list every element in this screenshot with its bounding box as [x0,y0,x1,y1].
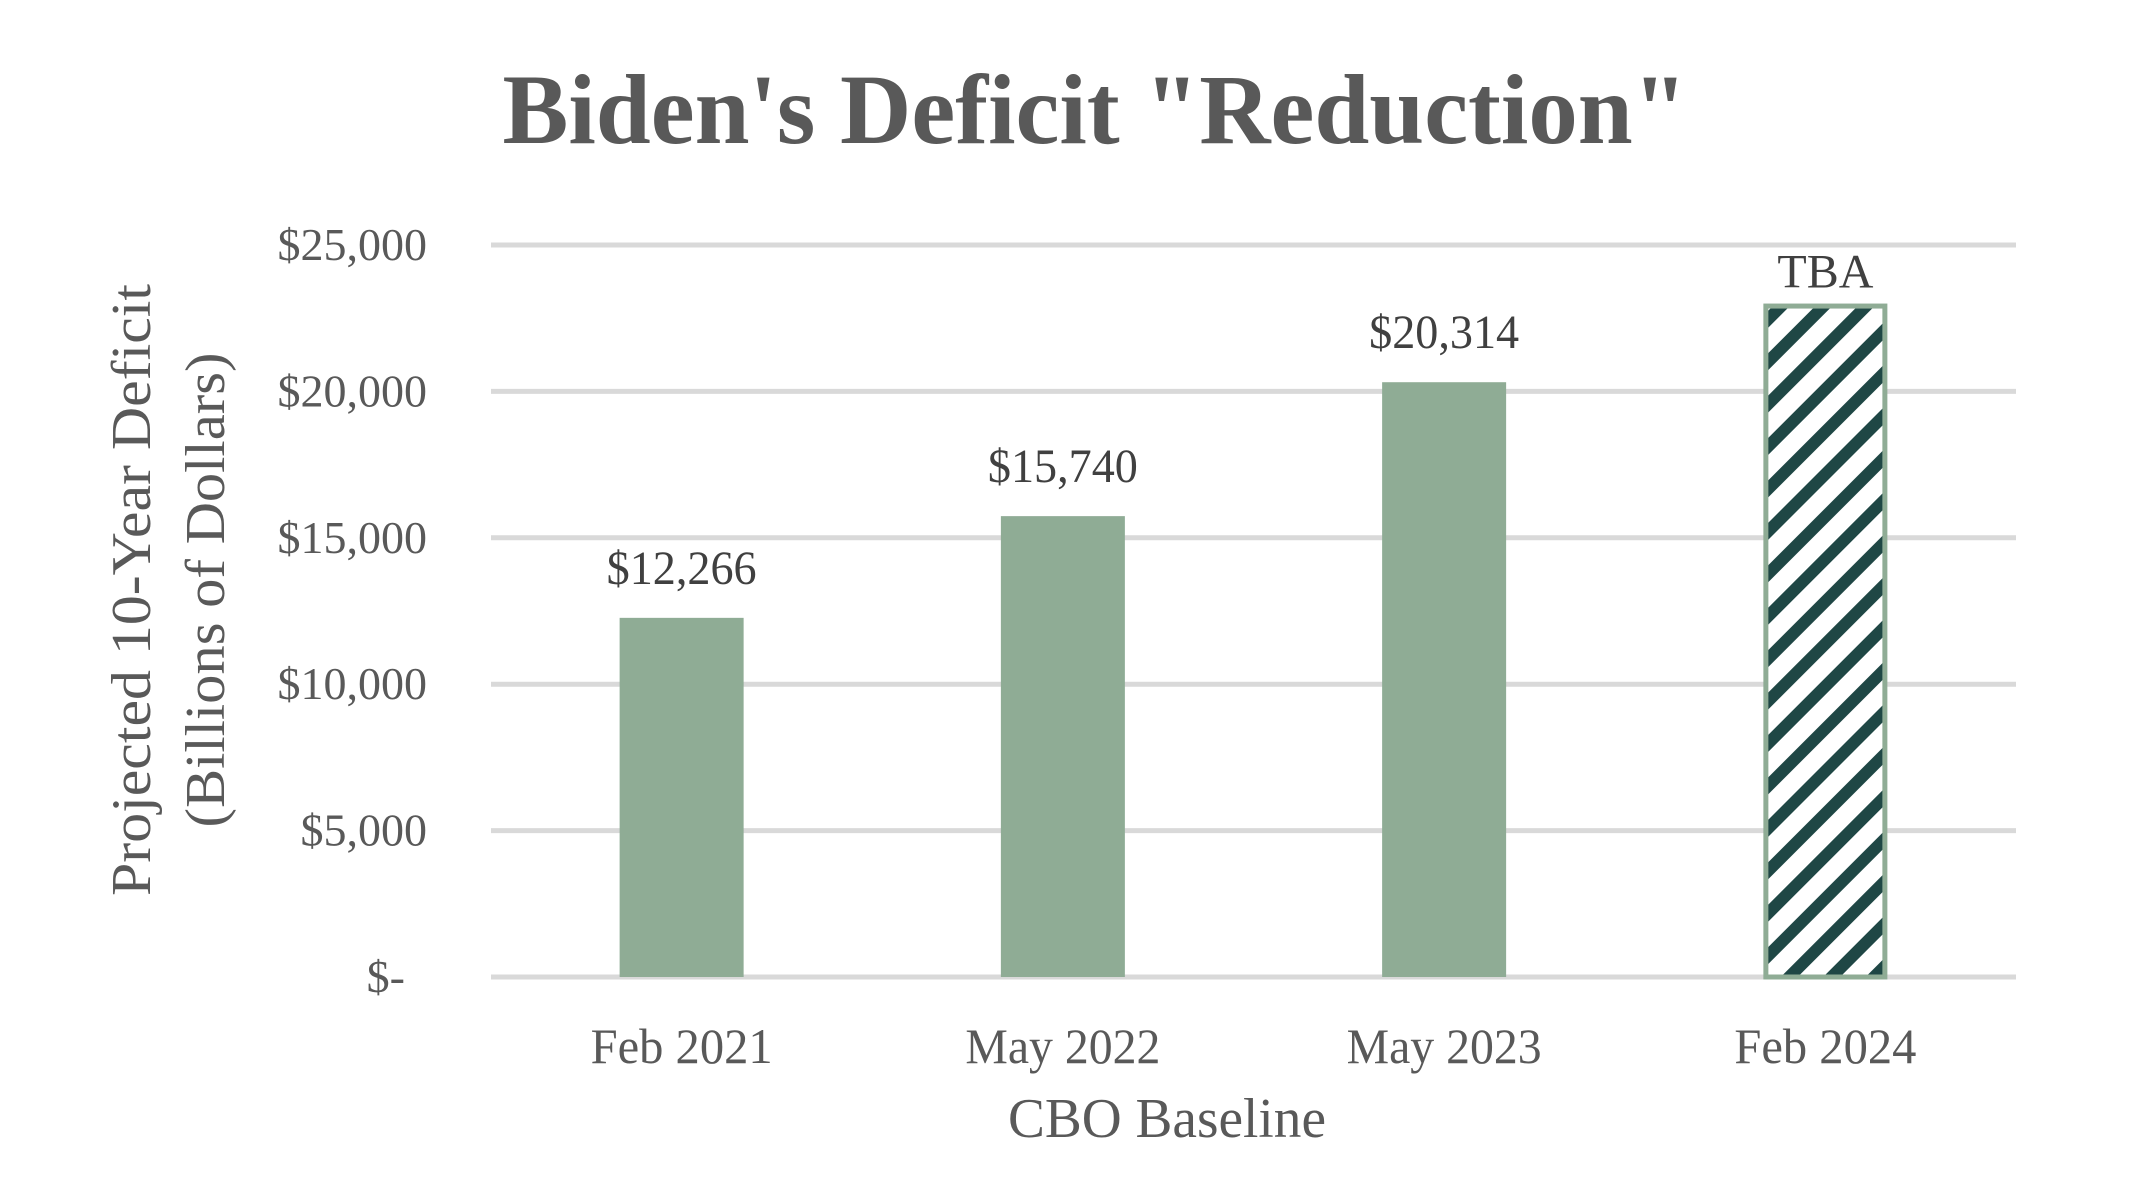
y-axis-title-line-1: Projected 10-Year Deficit [101,284,163,896]
y-tick-label: $10,000 [278,658,428,709]
bar [1000,516,1125,977]
y-axis-tick-labels: $- $5,000 $10,000 $15,000 $20,000 $25,000 [278,219,428,1002]
y-tick-label: $20,000 [278,365,428,416]
y-tick-label: $15,000 [278,512,428,563]
y-tick-label: $5,000 [301,805,428,856]
data-label: TBA [1777,246,1873,299]
x-axis-tick-labels: Feb 2021 May 2022 May 2023 Feb 2024 [591,1018,1917,1074]
y-tick-label: $- [367,951,405,1002]
data-label: $15,740 [988,440,1138,493]
y-axis-title: Projected 10-Year Deficit (Billions of D… [101,284,237,896]
bars [619,303,1888,980]
x-tick-label: Feb 2024 [1734,1018,1916,1074]
bar [619,617,744,977]
bar [1382,382,1507,978]
gridlines [491,242,2016,980]
x-axis-title: CBO Baseline [1008,1088,1326,1150]
data-label: $12,266 [607,542,757,595]
y-tick-label: $25,000 [278,219,428,270]
data-label: $20,314 [1369,306,1519,359]
y-axis-title-line-2: (Billions of Dollars) [175,353,237,828]
x-tick-label: Feb 2021 [591,1018,773,1074]
x-tick-label: May 2022 [965,1018,1160,1074]
chart-title: Biden's Deficit "Reduction" [503,54,1688,165]
data-labels: $12,266 $15,740 $20,314 TBA [607,246,1874,595]
bar-hatched [1763,303,1888,980]
x-tick-label: May 2023 [1347,1018,1542,1074]
